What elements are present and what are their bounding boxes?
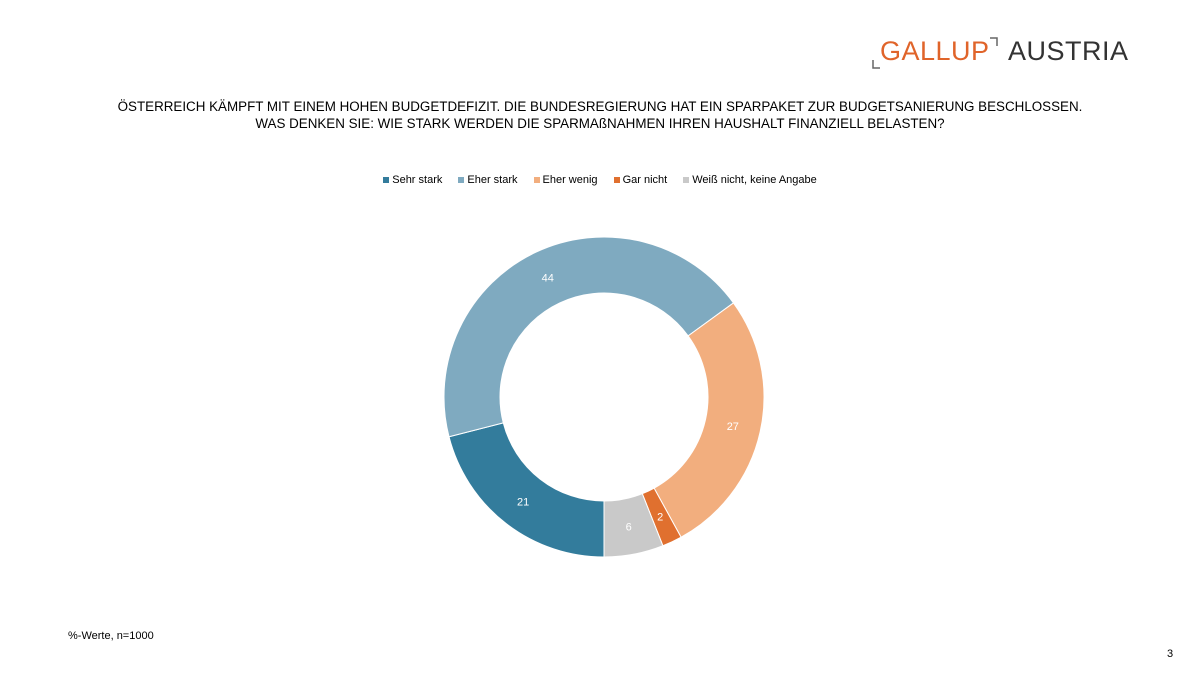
- footnote: %-Werte, n=1000: [68, 630, 154, 642]
- logo-region: AUSTRIA: [1008, 36, 1129, 66]
- donut-slice-2: [443, 236, 735, 438]
- chart-title: ÖSTERREICH KÄMPFT MIT EINEM HOHEN BUDGET…: [0, 98, 1200, 132]
- legend-swatch: [533, 177, 540, 183]
- legend-item: Gar nicht: [613, 174, 668, 186]
- data-label: 44: [542, 273, 554, 285]
- legend-swatch: [613, 177, 620, 183]
- gallup-austria-logo: GALLUP AUSTRIA: [872, 36, 1132, 72]
- legend-label: Gar nicht: [622, 174, 668, 186]
- title-line-2: WAS DENKEN SIE: WIE STARK WERDEN DIE SPA…: [255, 116, 945, 131]
- legend-label: Eher stark: [467, 174, 518, 186]
- logo-brand: GALLUP: [880, 36, 990, 66]
- legend-label: Weiß nicht, keine Angabe: [692, 174, 817, 186]
- donut-slice-3: [653, 302, 765, 538]
- data-label: 6: [626, 522, 632, 534]
- legend-item: Eher wenig: [533, 174, 598, 186]
- donut-slice-1: [448, 422, 605, 558]
- data-label: 27: [727, 421, 739, 433]
- legend-label: Sehr stark: [392, 174, 443, 186]
- title-line-1: ÖSTERREICH KÄMPFT MIT EINEM HOHEN BUDGET…: [117, 99, 1083, 114]
- logo-bracket-icon: [872, 37, 998, 69]
- data-label: 2: [657, 511, 663, 523]
- donut-slice-5: [603, 493, 664, 558]
- legend-swatch: [458, 177, 465, 183]
- legend-swatch: [383, 177, 390, 183]
- legend-swatch: [683, 177, 690, 183]
- legend-item: Sehr stark: [383, 174, 442, 186]
- legend: Sehr stark Eher stark Eher wenig Gar nicht W…: [0, 174, 1200, 186]
- legend-item: Eher stark: [458, 174, 518, 186]
- legend-item: Weiß nicht, keine Angabe: [683, 174, 817, 186]
- page-number: 3: [1167, 648, 1174, 660]
- data-label: 21: [517, 496, 529, 508]
- legend-label: Eher wenig: [542, 174, 598, 186]
